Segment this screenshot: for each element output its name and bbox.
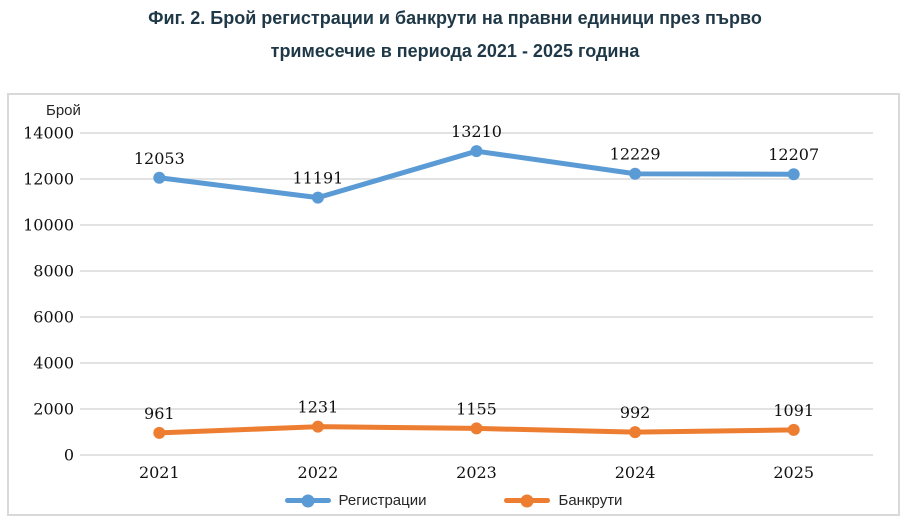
bankruptcies-legend-dot-icon [520,494,534,507]
data-label: 12229 [610,145,661,164]
y-tick-label: 8000 [33,262,74,281]
data-label: 1091 [773,401,814,420]
x-tick-label: 2025 [773,463,814,482]
y-tick-label: 10000 [23,216,74,235]
data-label: 992 [620,403,651,422]
y-tick-label: 2000 [33,400,74,419]
legend-item-registrations: Регистрации [284,492,427,509]
data-point-marker [153,426,166,439]
chart-area: Брой 0 2000 4000 6000 8000 10000 12000 14000 202… [7,93,900,516]
data-point-marker [311,191,324,204]
x-tick-label: 2021 [139,463,180,482]
x-tick-label: 2023 [456,463,497,482]
y-tick-label: 6000 [33,308,74,327]
bankruptcies-legend-line-icon [504,494,551,507]
data-point-marker [787,168,800,181]
data-label: 12053 [134,149,185,168]
chart-legend: Регистрации Банкрути [9,492,898,509]
data-label: 1155 [456,399,497,418]
series-line [156,148,797,201]
legend-item-bankruptcies: Банкрути [504,492,622,509]
y-axis-title: Брой [46,102,81,119]
data-label: 961 [144,404,175,423]
data-point-marker [629,426,642,439]
line-chart-plot: 0 2000 4000 6000 8000 10000 12000 14000 2021 2022… [23,122,873,482]
legend-label-registrations: Регистрации [338,492,427,509]
data-point-marker [629,167,642,180]
data-point-marker [787,423,800,436]
y-tick-label: 0 [64,446,74,465]
x-tick-label: 2024 [615,463,656,482]
registrations-legend-line-icon [284,494,331,507]
legend-label-bankruptcies: Банкрути [558,492,623,509]
data-point-marker [470,145,483,158]
x-tick-label: 2022 [298,463,339,482]
data-point-marker [311,420,324,433]
data-point-marker [153,171,166,184]
y-tick-label: 14000 [23,124,74,143]
data-label: 11191 [292,169,343,188]
y-tick-label: 4000 [33,354,74,373]
figure-title-line2: тримесечие в периода 2021 - 2025 година [270,41,640,61]
data-label: 1231 [298,398,339,417]
y-tick-label: 12000 [23,170,74,189]
data-label: 13210 [451,122,502,141]
figure-title: Фиг. 2. Брой регистрации и банкрути на п… [0,2,910,68]
figure-title-line1: Фиг. 2. Брой регистрации и банкрути на п… [148,8,762,28]
registrations-legend-dot-icon [301,494,315,507]
data-point-marker [470,422,483,435]
data-label: 12207 [768,145,819,164]
